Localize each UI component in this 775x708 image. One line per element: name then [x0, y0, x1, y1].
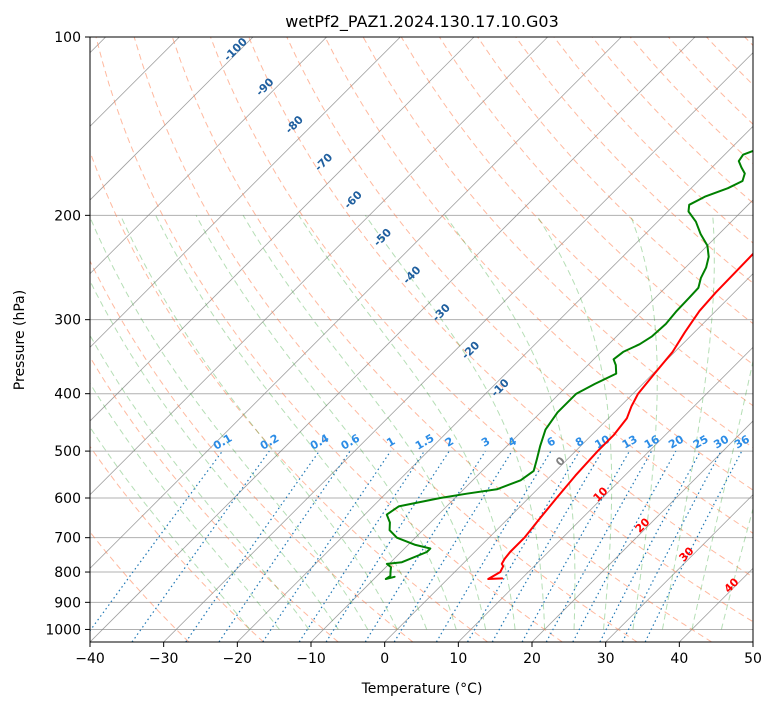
moist-adiabat-line	[661, 215, 715, 630]
isotherm-line	[458, 346, 753, 642]
isotherm-line	[531, 420, 753, 642]
moist-adiabat-line	[298, 215, 516, 630]
dry-adiabat-line	[133, 37, 638, 642]
y-axis-ticks: 100 200 300 400 500 600 700 800 900 1000	[45, 30, 90, 638]
mixing-ratio-line	[325, 450, 450, 642]
mixing-ratio-line	[466, 450, 580, 642]
moist-adiabat-line	[691, 358, 753, 630]
isotherm-line	[384, 273, 753, 642]
chart-title: wetPf2_PAZ1.2024.130.17.10.G03	[285, 12, 559, 32]
y-tick-label: 700	[54, 531, 81, 547]
mixing-ratio-line	[572, 450, 677, 642]
isotherm-line	[90, 37, 622, 569]
isotherm-line	[90, 37, 475, 422]
moist-adiabat-line	[195, 215, 457, 630]
y-tick-label: 500	[54, 444, 81, 460]
mixing-ratio-line	[262, 450, 392, 642]
y-tick-label: 1000	[45, 622, 81, 638]
y-tick-label: 600	[54, 491, 81, 507]
dewpoint-profile	[384, 149, 753, 580]
x-tick-label: 10	[449, 651, 467, 667]
mixing-ratio-line	[393, 450, 513, 642]
dry-adiabat-line	[90, 445, 264, 642]
moist-adiabat-line	[242, 215, 487, 630]
moist-adiabat-line	[536, 215, 613, 630]
moist-adiabat-line	[364, 215, 546, 630]
mixing-ratio-line	[298, 450, 425, 642]
plot-frame	[89, 36, 754, 643]
x-tick-label: 20	[523, 651, 541, 667]
isotherm-line	[752, 641, 753, 642]
temperature-profile	[487, 252, 753, 580]
background-lines	[90, 37, 753, 642]
dry-adiabat-line	[286, 37, 753, 534]
isotherm-line	[90, 37, 696, 642]
mixing-ratio-line	[599, 450, 702, 642]
dry-adiabat-line	[210, 37, 753, 623]
isotherm-line	[163, 52, 753, 642]
dry-adiabat-line	[248, 37, 753, 578]
x-axis-ticks: −40 −30 −20 −10 0 10 20 30 40 50	[75, 642, 762, 667]
x-tick-label: −10	[296, 651, 326, 667]
y-tick-label: 300	[54, 313, 81, 329]
moist-adiabat-line	[120, 215, 398, 630]
moist-adiabat-line	[90, 279, 339, 630]
moist-adiabat-line	[90, 382, 280, 630]
mixing-ratio-line	[185, 450, 320, 642]
x-tick-label: 40	[670, 651, 688, 667]
isotherm-line	[90, 37, 401, 348]
dry-adiabat-line	[324, 37, 753, 491]
isotherm-line	[605, 494, 753, 642]
isotherm-line	[237, 125, 753, 642]
y-axis-title: Pressure (hPa)	[12, 290, 28, 390]
y-tick-label: 200	[54, 208, 81, 224]
x-tick-label: 50	[744, 651, 762, 667]
isotherm-line	[90, 37, 327, 275]
isotherm-line	[90, 37, 548, 496]
dry-adiabat-line	[171, 37, 712, 642]
x-tick-label: −30	[149, 651, 179, 667]
data-series	[384, 149, 753, 580]
y-tick-label: 400	[54, 387, 81, 403]
dry-adiabat-line	[95, 37, 563, 642]
moist-adiabat-line	[90, 426, 251, 630]
moist-adiabat-line	[155, 215, 428, 630]
x-tick-label: −40	[75, 651, 105, 667]
plot-background	[90, 37, 753, 642]
x-tick-label: −20	[223, 651, 253, 667]
y-tick-label: 100	[54, 30, 81, 46]
moist-adiabat-line	[90, 334, 310, 630]
x-tick-label: 30	[597, 651, 615, 667]
x-axis-title: Temperature (°C)	[361, 681, 483, 697]
moist-adiabat-line	[444, 215, 576, 630]
mixing-ratio-line	[435, 450, 552, 642]
moist-adiabat-line	[90, 215, 369, 630]
dry-adiabat-line	[90, 259, 414, 642]
isotherm-line	[90, 37, 254, 201]
x-tick-label: 0	[380, 651, 389, 667]
y-tick-label: 800	[54, 565, 81, 581]
y-tick-label: 900	[54, 595, 81, 611]
dry-adiabat-line	[515, 37, 753, 284]
mixing-ratio-line	[218, 450, 351, 642]
mixing-ratio-line	[364, 450, 486, 642]
